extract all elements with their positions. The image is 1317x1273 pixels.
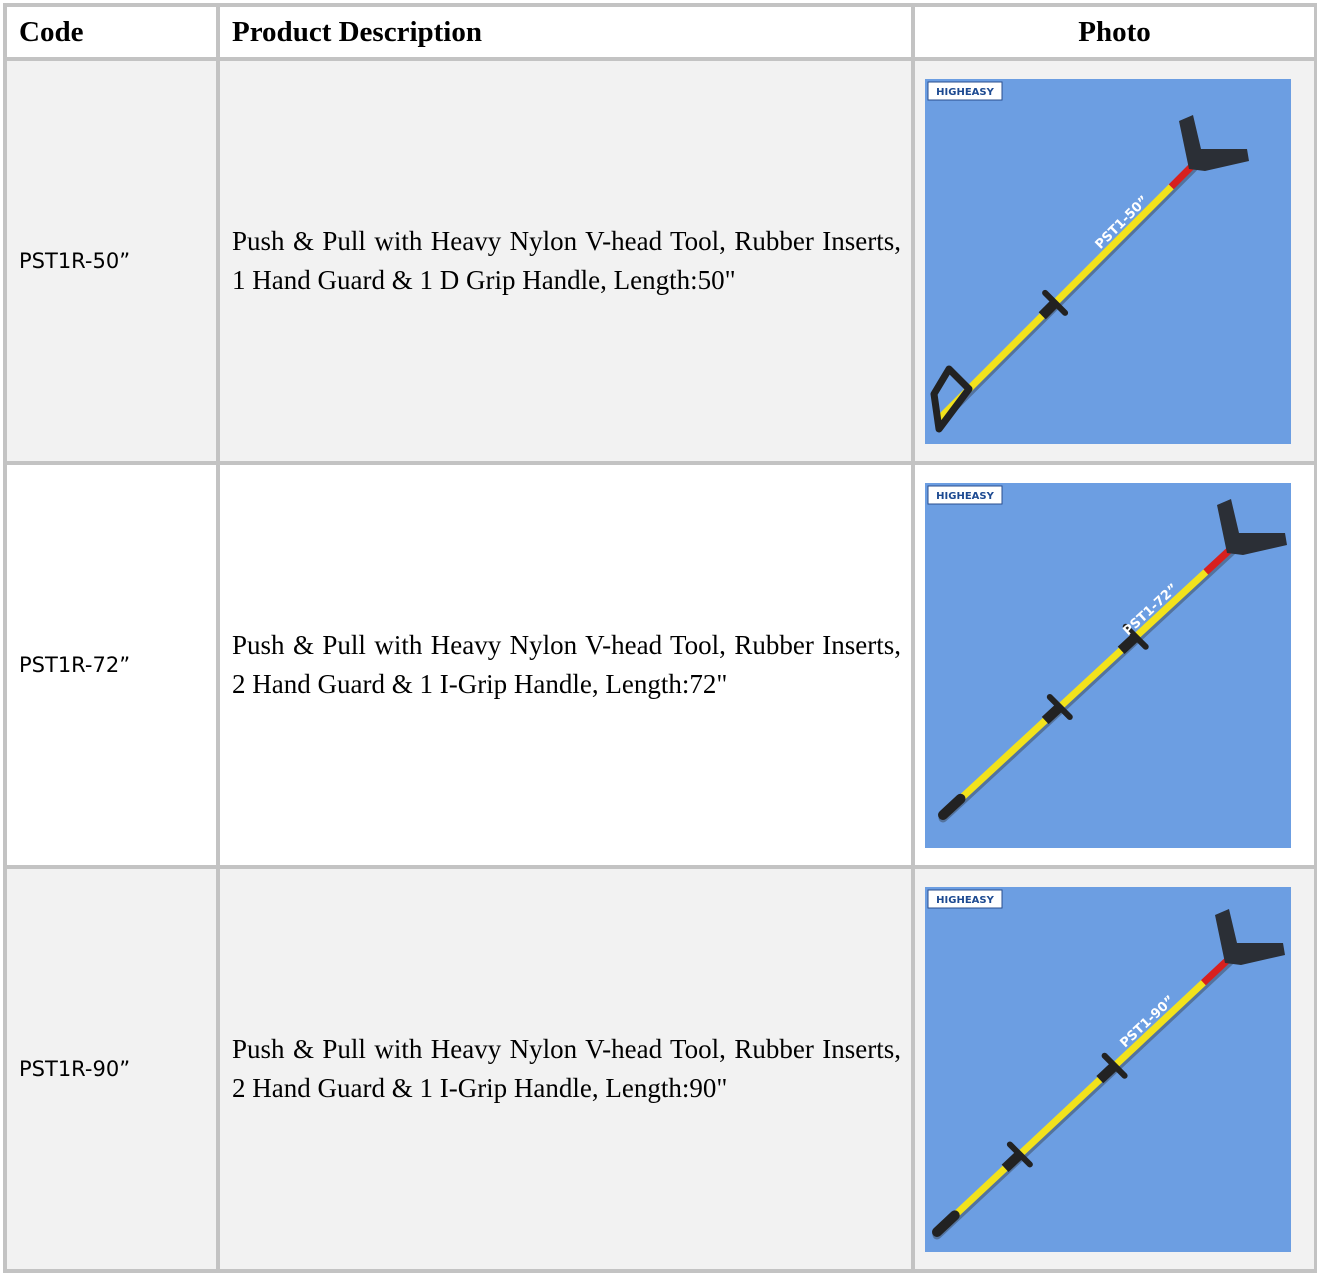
brand-box <box>927 889 1003 908</box>
hand-guard <box>1006 1140 1033 1167</box>
v-head <box>1215 908 1285 965</box>
code-cell: PST1R-50” <box>3 57 220 465</box>
description-cell: Push & Pull with Heavy Nylon V-head Tool… <box>216 57 915 465</box>
header-cell: Code <box>3 3 220 61</box>
d-grip <box>930 365 973 432</box>
code-cell: PST1R-90” <box>3 865 220 1273</box>
hand-guard <box>1046 693 1073 720</box>
guard-grip <box>1096 1061 1119 1083</box>
pole <box>939 568 1210 818</box>
guard-grip <box>1038 298 1059 319</box>
guard-grip <box>1117 632 1140 654</box>
product-table: Code Product Description Photo PST1R-50”… <box>3 3 1317 1273</box>
product-row: PST1R-72” Push & Pull with Heavy Nylon V-… <box>3 461 1317 869</box>
grip <box>932 1209 960 1237</box>
photo-cell: HIGHEASY PST1-90” <box>911 865 1317 1273</box>
product-row: PST1R-90” Push & Pull with Heavy Nylon V-… <box>3 865 1317 1273</box>
brand-label: HIGHEASY <box>936 491 994 502</box>
photo-cell: HIGHEASY PST1-50” <box>911 57 1317 465</box>
code-cell: PST1R-72” <box>3 461 220 869</box>
brand-label: HIGHEASY <box>936 87 994 98</box>
photo-bg <box>925 78 1291 444</box>
product-row: PST1R-50” Push & Pull with Heavy Nylon V-… <box>3 57 1317 465</box>
v-head <box>1217 498 1287 555</box>
header-cell: Product Description <box>216 3 915 61</box>
photo-cell: HIGHEASY PST1-72” <box>911 461 1317 869</box>
header-cell: Photo <box>911 3 1317 61</box>
brand-box <box>927 485 1003 504</box>
grip <box>938 793 966 820</box>
brand-label: HIGHEASY <box>936 895 994 906</box>
pole <box>933 978 1207 1235</box>
description-cell: Push & Pull with Heavy Nylon V-head Tool… <box>216 865 915 1273</box>
guard-grip <box>1041 702 1064 724</box>
header-row: Code Product Description Photo <box>3 3 1317 61</box>
brand-box <box>927 81 1003 100</box>
description-cell: Push & Pull with Heavy Nylon V-head Tool… <box>216 461 915 869</box>
v-head <box>1179 114 1249 171</box>
table-body: PST1R-50” Push & Pull with Heavy Nylon V-… <box>3 57 1317 1273</box>
page: Code Product Description Photo PST1R-50”… <box>3 3 1317 1273</box>
guard-grip <box>1001 1150 1024 1172</box>
